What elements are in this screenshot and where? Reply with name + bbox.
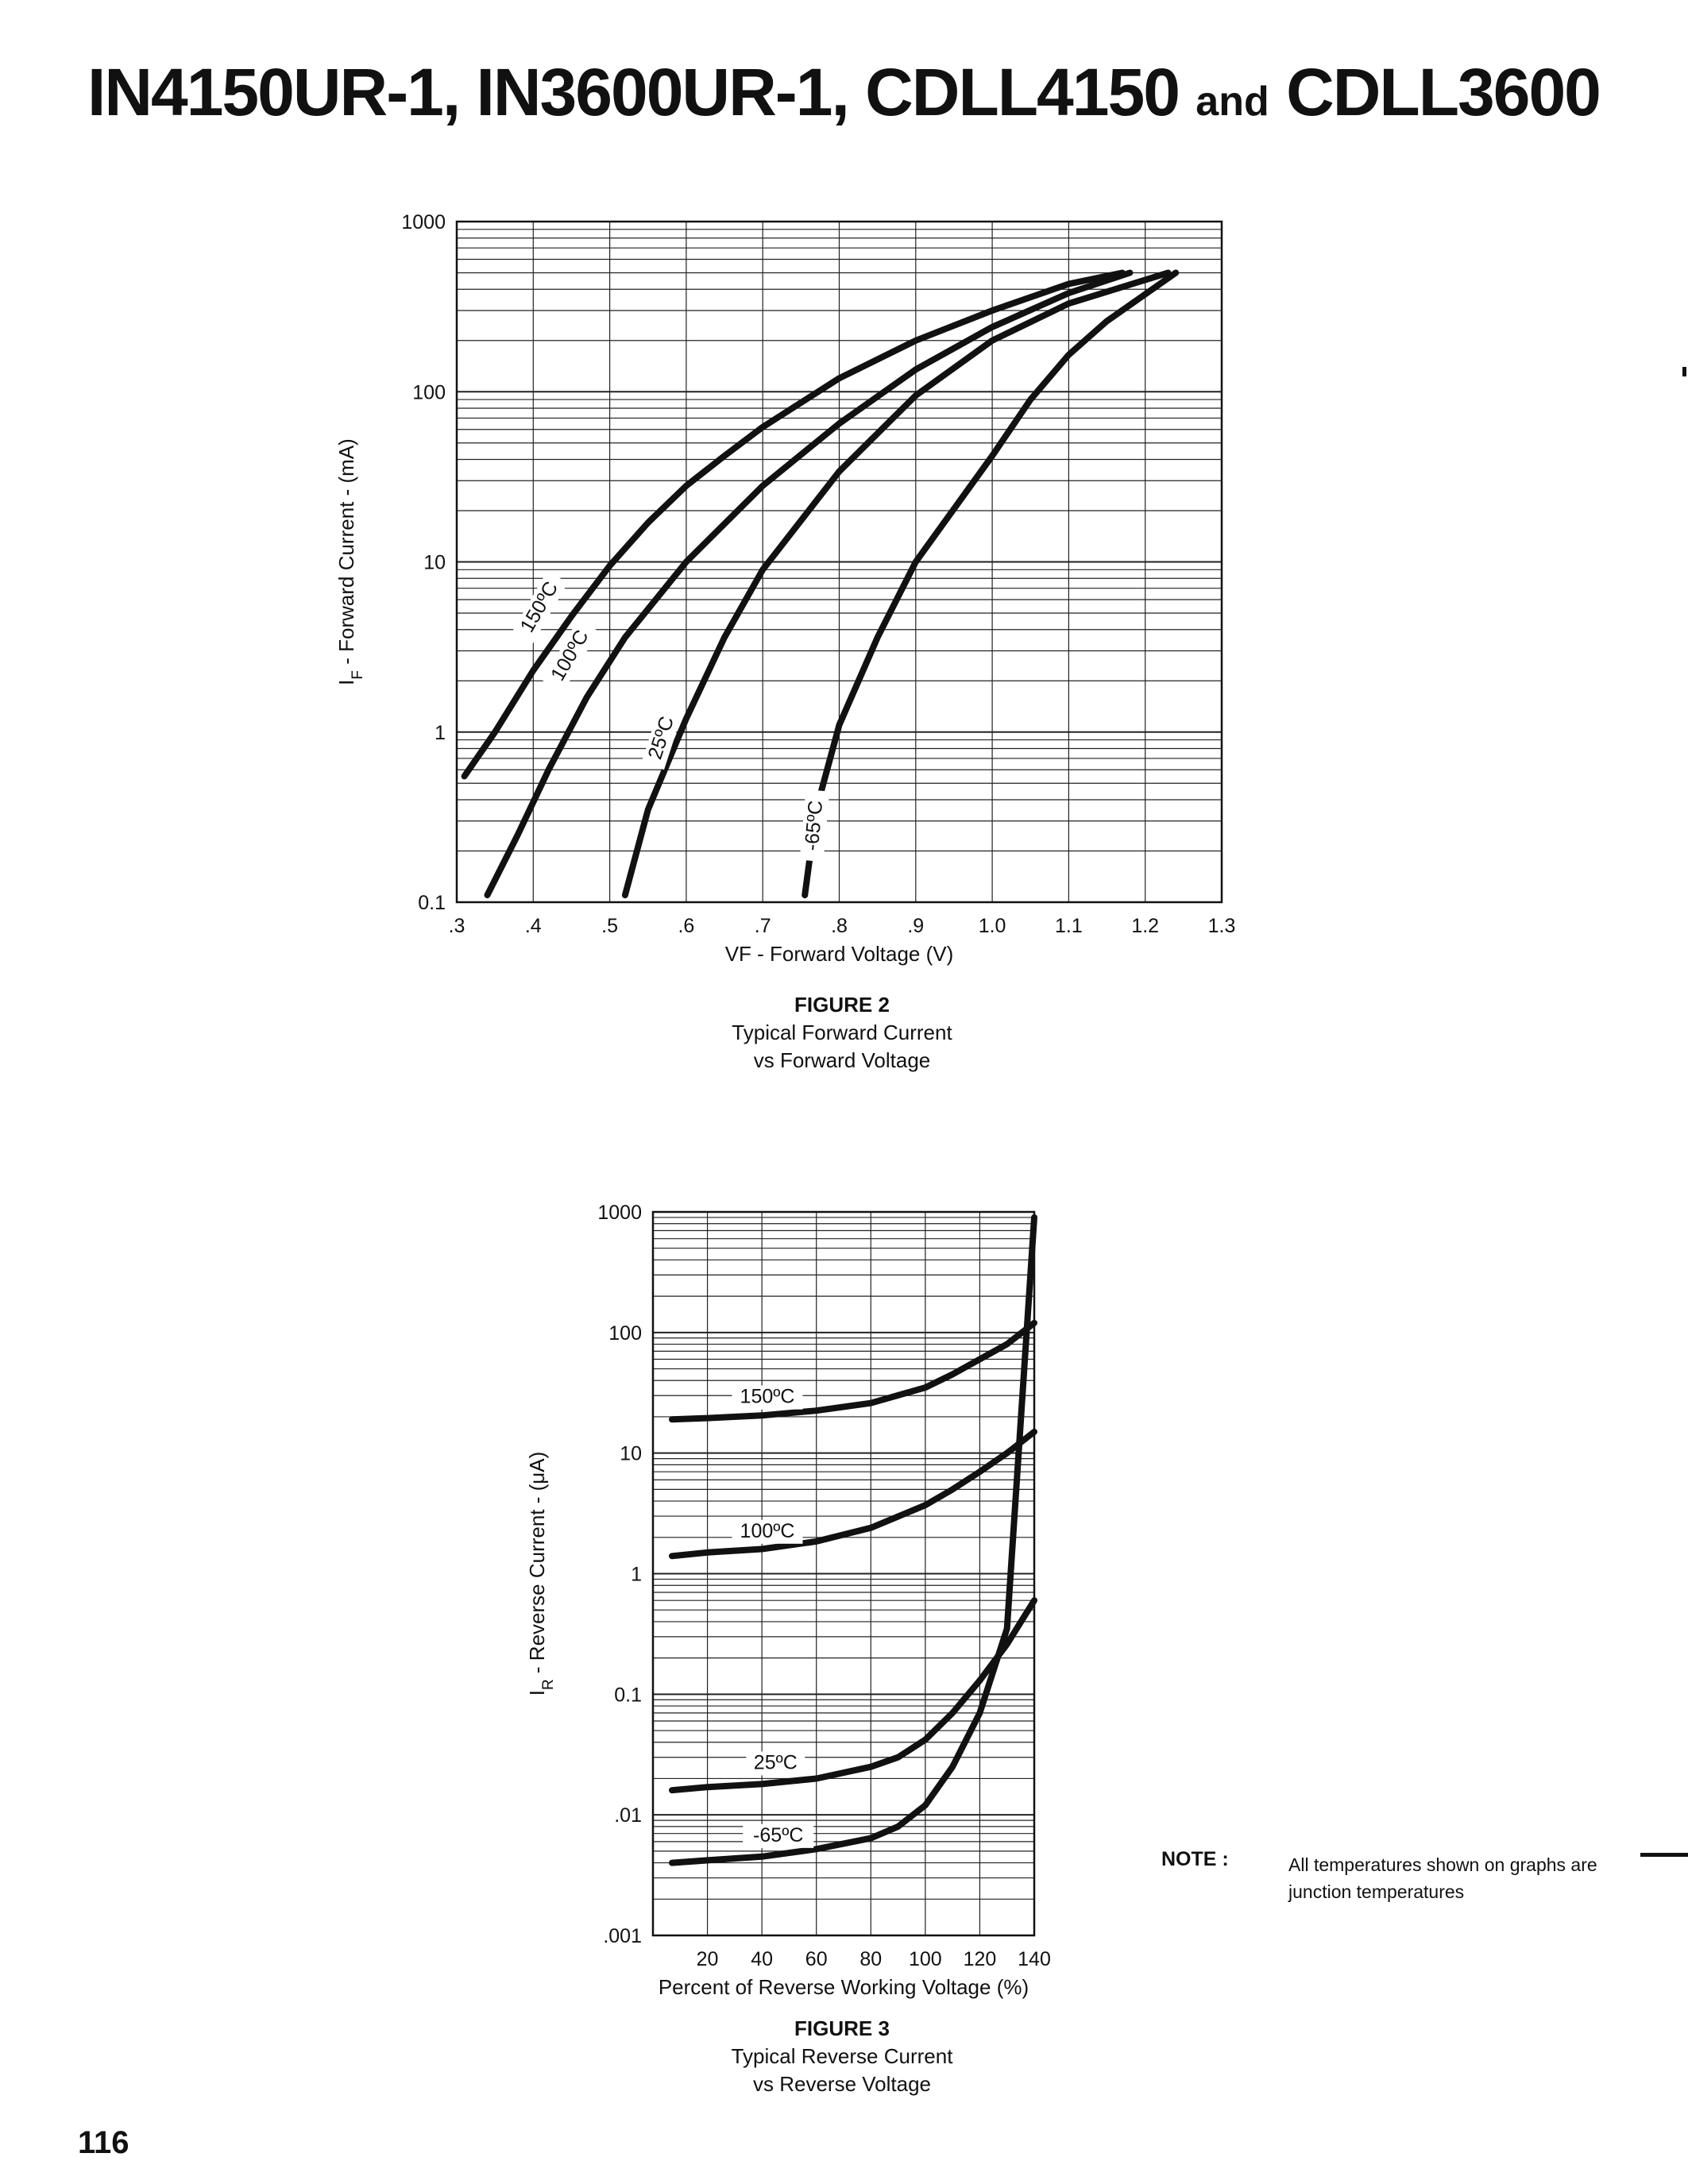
title-main: IN4150UR-1, IN3600UR-1, CDLL4150 [87, 55, 1180, 129]
figure-2-caption: FIGURE 2 Typical Forward Current vs Forw… [564, 991, 1120, 1075]
fig3-x-tick-label: 80 [859, 1948, 882, 1970]
title-and: and [1196, 79, 1269, 125]
fig3-series-label-bg [732, 1385, 803, 1410]
figure-2-number: FIGURE 2 [794, 993, 890, 1017]
fig2-series-label-3: -65ºC [799, 789, 830, 862]
fig2-series-line-1 [484, 269, 1134, 899]
fig3-y-tick-label: 10 [620, 1443, 642, 1465]
fig3-x-axis-title: Percent of Reverse Working Voltage (%) [659, 1975, 1029, 1999]
fig3-series-line-1 [669, 1428, 1037, 1560]
fig2-x-tick-label: .5 [601, 915, 618, 937]
fig3-y-tick-label: 100 [608, 1322, 642, 1345]
fig2-series-line-0 [461, 269, 1126, 780]
note-text: All temperatures shown on graphs are jun… [1288, 1854, 1597, 1902]
fig3-x-tick-label: 120 [964, 1948, 997, 1970]
fig2-x-tick-label: 1.0 [979, 915, 1006, 937]
fig2-x-tick-label: .9 [907, 915, 924, 937]
fig3-x-tick-label: 100 [909, 1948, 942, 1970]
title-tail: CDLL3600 [1286, 55, 1601, 129]
fig2-x-tick-label: 1.1 [1055, 915, 1083, 937]
fig3-series-label-text: 100ºC [740, 1520, 795, 1542]
fig3-series-label-bg [743, 1823, 814, 1848]
fig3-series-label-3: -65ºC [743, 1823, 814, 1848]
figure-3-number: FIGURE 3 [794, 2016, 890, 2040]
fig3-x-tick-label: 20 [697, 1948, 719, 1970]
fig2-y-tick-label: 100 [412, 381, 446, 403]
fig3-x-tick-label: 40 [751, 1948, 773, 1970]
fig3-series-line-3 [669, 1214, 1037, 1866]
fig3-y-axis-title: IR - Reverse Current - (μA) [525, 1452, 557, 1696]
fig3-y-tick-label: 1000 [597, 1202, 642, 1224]
fig3-series-label-text: -65ºC [753, 1824, 803, 1846]
fig2-x-tick-label: .7 [755, 915, 771, 937]
fig2-series-label-bg [799, 789, 830, 862]
fig3-x-tick-label: 140 [1018, 1948, 1051, 1970]
fig3-series-label-1: 100ºC [732, 1519, 803, 1544]
edge-mark-note [1640, 1853, 1688, 1857]
fig3-y-tick-label: 0.1 [614, 1684, 642, 1706]
fig3-series-line-2 [669, 1597, 1037, 1794]
fig3-series-label-text: 25ºC [754, 1751, 798, 1773]
fig2-y-tick-label: 1 [435, 722, 446, 744]
fig2-series-label-bg [512, 570, 568, 644]
fig3-x-tick-label: 60 [805, 1948, 828, 1970]
fig2-x-tick-label: 1.2 [1131, 915, 1159, 937]
figure-3-caption: FIGURE 3 Typical Reverse Current vs Reve… [564, 2015, 1120, 2098]
page-number: 116 [78, 2125, 129, 2160]
page-title: IN4150UR-1, IN3600UR-1, CDLL4150 and CDL… [87, 54, 1601, 131]
fig2-series-line-2 [621, 269, 1172, 899]
figure-2-caption-line2: vs Forward Voltage [753, 1048, 931, 1072]
figure-2-caption-line1: Typical Forward Current [732, 1021, 952, 1044]
fig3-y-tick-label: .001 [603, 1925, 642, 1947]
fig2-series-line-3 [802, 269, 1180, 899]
figure-2-chart: 0.1 1 10 100 1000 .3 .4 .5 .6 .7 .8 .9 1.0 1.1 1.2 1.3 V… [334, 211, 1236, 966]
fig3-series-label-bg [732, 1519, 803, 1544]
fig2-x-tick-label: .3 [449, 915, 465, 937]
edge-mark-top [1682, 367, 1686, 376]
fig3-y-tick-label: 1 [631, 1564, 642, 1586]
fig3-grid [653, 1212, 1034, 1936]
fig3-series-label-2: 25ºC [746, 1751, 805, 1776]
fig3-series-label-text: 150ºC [740, 1386, 795, 1408]
fig2-plot-frame [455, 220, 1223, 904]
fig2-x-tick-label: 1.3 [1208, 915, 1236, 937]
fig2-series-label-bg [641, 706, 682, 770]
fig3-series-label-0: 150ºC [732, 1385, 803, 1410]
fig2-y-axis-title: IF - Forward Current - (mA) [334, 438, 366, 685]
fig2-y-tick-label: 10 [423, 552, 446, 574]
note-label: NOTE : [1161, 1848, 1229, 1870]
fig2-y-tick-label: 0.1 [418, 892, 446, 914]
fig2-grid [457, 222, 1222, 903]
fig2-series-label-bg [542, 619, 599, 693]
fig3-series-line-0 [669, 1319, 1037, 1423]
figure-3-caption-line2: vs Reverse Voltage [752, 2072, 931, 2096]
fig3-y-tick-label: .01 [614, 1804, 642, 1827]
figure-3-caption-line1: Typical Reverse Current [731, 2044, 953, 2068]
fig2-x-axis-title: VF - Forward Voltage (V) [725, 942, 954, 966]
fig2-x-tick-label: .8 [831, 915, 848, 937]
fig3-plot-frame [651, 1210, 1036, 1937]
fig3-series-label-bg [746, 1751, 805, 1776]
fig2-x-tick-label: .6 [678, 915, 694, 937]
fig2-y-tick-label: 1000 [401, 211, 446, 233]
fig2-x-tick-label: .4 [525, 915, 542, 937]
fig2-series-label-text: -65ºC [801, 800, 827, 852]
